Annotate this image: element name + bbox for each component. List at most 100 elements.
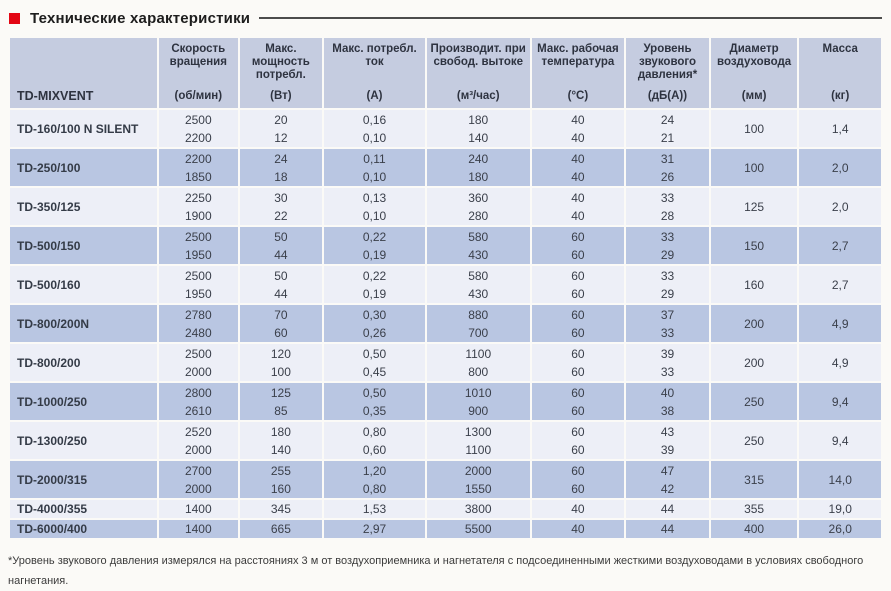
value-cell: 0,50 0,35 <box>324 383 425 420</box>
value-line: 85 <box>274 403 288 418</box>
table-row: TD-500/160 2500 1950 50 44 0,22 0,19 580 430 60 60… <box>10 266 881 303</box>
value-cell: 4,9 <box>799 305 881 342</box>
value-line: 0,22 <box>362 229 387 244</box>
value-line: 43 <box>660 424 675 439</box>
value-line: 0,13 <box>362 190 387 205</box>
value-cell: 1400 <box>159 500 238 518</box>
value-line: 26 <box>660 169 675 184</box>
value-line: 2000 <box>184 442 212 457</box>
column-title: Диаметр воздуховода <box>717 43 792 68</box>
value-cell: 0,50 0,45 <box>324 344 425 381</box>
value-line: 20 <box>274 112 288 127</box>
value-cell: 2800 2610 <box>159 383 238 420</box>
value-cell: 2500 1950 <box>159 266 238 303</box>
value-cell: 0,80 0,60 <box>324 422 425 459</box>
value-cell: 345 <box>239 500 323 518</box>
value-line: 1400 <box>184 502 212 516</box>
value-line: 60 <box>571 442 585 457</box>
value-cell: 2520 2000 <box>159 422 238 459</box>
value-cell: 24 21 <box>626 110 709 147</box>
column-unit: (Вт) <box>270 90 292 102</box>
table-row: TD-800/200 2500 2000 120 100 0,50 0,45 1100 800 6… <box>10 344 881 381</box>
value-cell: 3800 <box>426 500 530 518</box>
value-line: 120 <box>270 346 291 361</box>
value-line: 22 <box>274 208 288 223</box>
value-line: 24 <box>274 151 288 166</box>
table-row: TD-500/150 2500 1950 50 44 0,22 0,19 580 430 60 60… <box>10 227 881 264</box>
value-cell: 47 42 <box>626 461 709 498</box>
value-cell: 40 <box>531 500 625 518</box>
value-cell: 180 140 <box>239 422 323 459</box>
value-cell: 24 18 <box>239 149 323 186</box>
column-header-speed: Скорость вращения (об/мин) <box>159 38 238 108</box>
value-line: 70 <box>274 307 288 322</box>
value-cell: 1010 900 <box>426 383 530 420</box>
value-line: 2,0 <box>831 160 849 175</box>
model-cell: TD-350/125 <box>10 188 158 225</box>
value-line: 0,10 <box>362 130 387 145</box>
value-line: 100 <box>270 364 291 379</box>
value-line: 355 <box>744 502 765 516</box>
value-cell: 0,22 0,19 <box>324 227 425 264</box>
value-cell: 40 <box>531 520 625 538</box>
model-cell: TD-500/150 <box>10 227 158 264</box>
value-line: 26,0 <box>828 522 852 536</box>
value-line: 29 <box>660 247 675 262</box>
model-cell: TD-800/200N <box>10 305 158 342</box>
value-line: 2480 <box>184 325 212 340</box>
value-line: 40 <box>571 522 585 536</box>
value-line: 42 <box>660 481 675 496</box>
value-line: 400 <box>744 522 765 536</box>
value-cell: 1300 1100 <box>426 422 530 459</box>
value-line: 40 <box>660 385 675 400</box>
value-line: 5500 <box>464 522 492 536</box>
value-line: 1300 <box>464 424 492 439</box>
value-line: 580 <box>468 268 489 283</box>
value-line: 0,19 <box>362 247 387 262</box>
value-line: 44 <box>660 502 675 516</box>
value-line: 31 <box>660 151 675 166</box>
value-cell: 20 12 <box>239 110 323 147</box>
value-line: 60 <box>571 346 585 361</box>
value-line: 2500 <box>184 229 212 244</box>
value-line: 4,9 <box>831 355 849 370</box>
value-cell: 880 700 <box>426 305 530 342</box>
value-line: 2610 <box>184 403 212 418</box>
value-line: 0,19 <box>362 286 387 301</box>
value-cell: 200 <box>710 344 798 381</box>
value-line: 2780 <box>184 307 212 322</box>
column-header-mass: Масса (кг) <box>799 38 881 108</box>
value-cell: 2,7 <box>799 266 881 303</box>
value-line: 1950 <box>184 286 212 301</box>
value-line: 2520 <box>184 424 212 439</box>
value-line: 60 <box>571 463 585 478</box>
value-line: 280 <box>468 208 489 223</box>
value-line: 255 <box>270 463 291 478</box>
value-cell: 44 <box>626 520 709 538</box>
value-line: 60 <box>571 481 585 496</box>
value-line: 40 <box>571 502 585 516</box>
value-line: 100 <box>744 160 765 175</box>
value-line: 360 <box>468 190 489 205</box>
column-unit: (кг) <box>831 90 850 102</box>
value-line: 0,60 <box>362 442 387 457</box>
value-line: 180 <box>468 169 489 184</box>
value-cell: 19,0 <box>799 500 881 518</box>
table-row: TD-1000/250 2800 2610 125 85 0,50 0,35 1010 900 6… <box>10 383 881 420</box>
value-cell: 70 60 <box>239 305 323 342</box>
value-cell: 43 39 <box>626 422 709 459</box>
column-title: Скорость вращения <box>169 43 227 68</box>
value-line: 430 <box>468 247 489 262</box>
value-line: 44 <box>660 522 675 536</box>
value-line: 1010 <box>464 385 492 400</box>
column-title: Макс. мощность потребл. <box>251 43 310 81</box>
table-row: TD-6000/400 1400 665 2,97 5500 40 44 400 26,0 <box>10 520 881 538</box>
value-line: 250 <box>744 433 765 448</box>
spec-table: TD-MIXVENT Скорость вращения (об/мин) Ма… <box>8 36 883 540</box>
value-line: 60 <box>571 325 585 340</box>
value-line: 12 <box>274 130 288 145</box>
value-cell: 1,53 <box>324 500 425 518</box>
model-cell: TD-4000/355 <box>10 500 158 518</box>
table-row: TD-160/100 N SILENT 2500 2200 20 12 0,16 0,10 1… <box>10 110 881 147</box>
